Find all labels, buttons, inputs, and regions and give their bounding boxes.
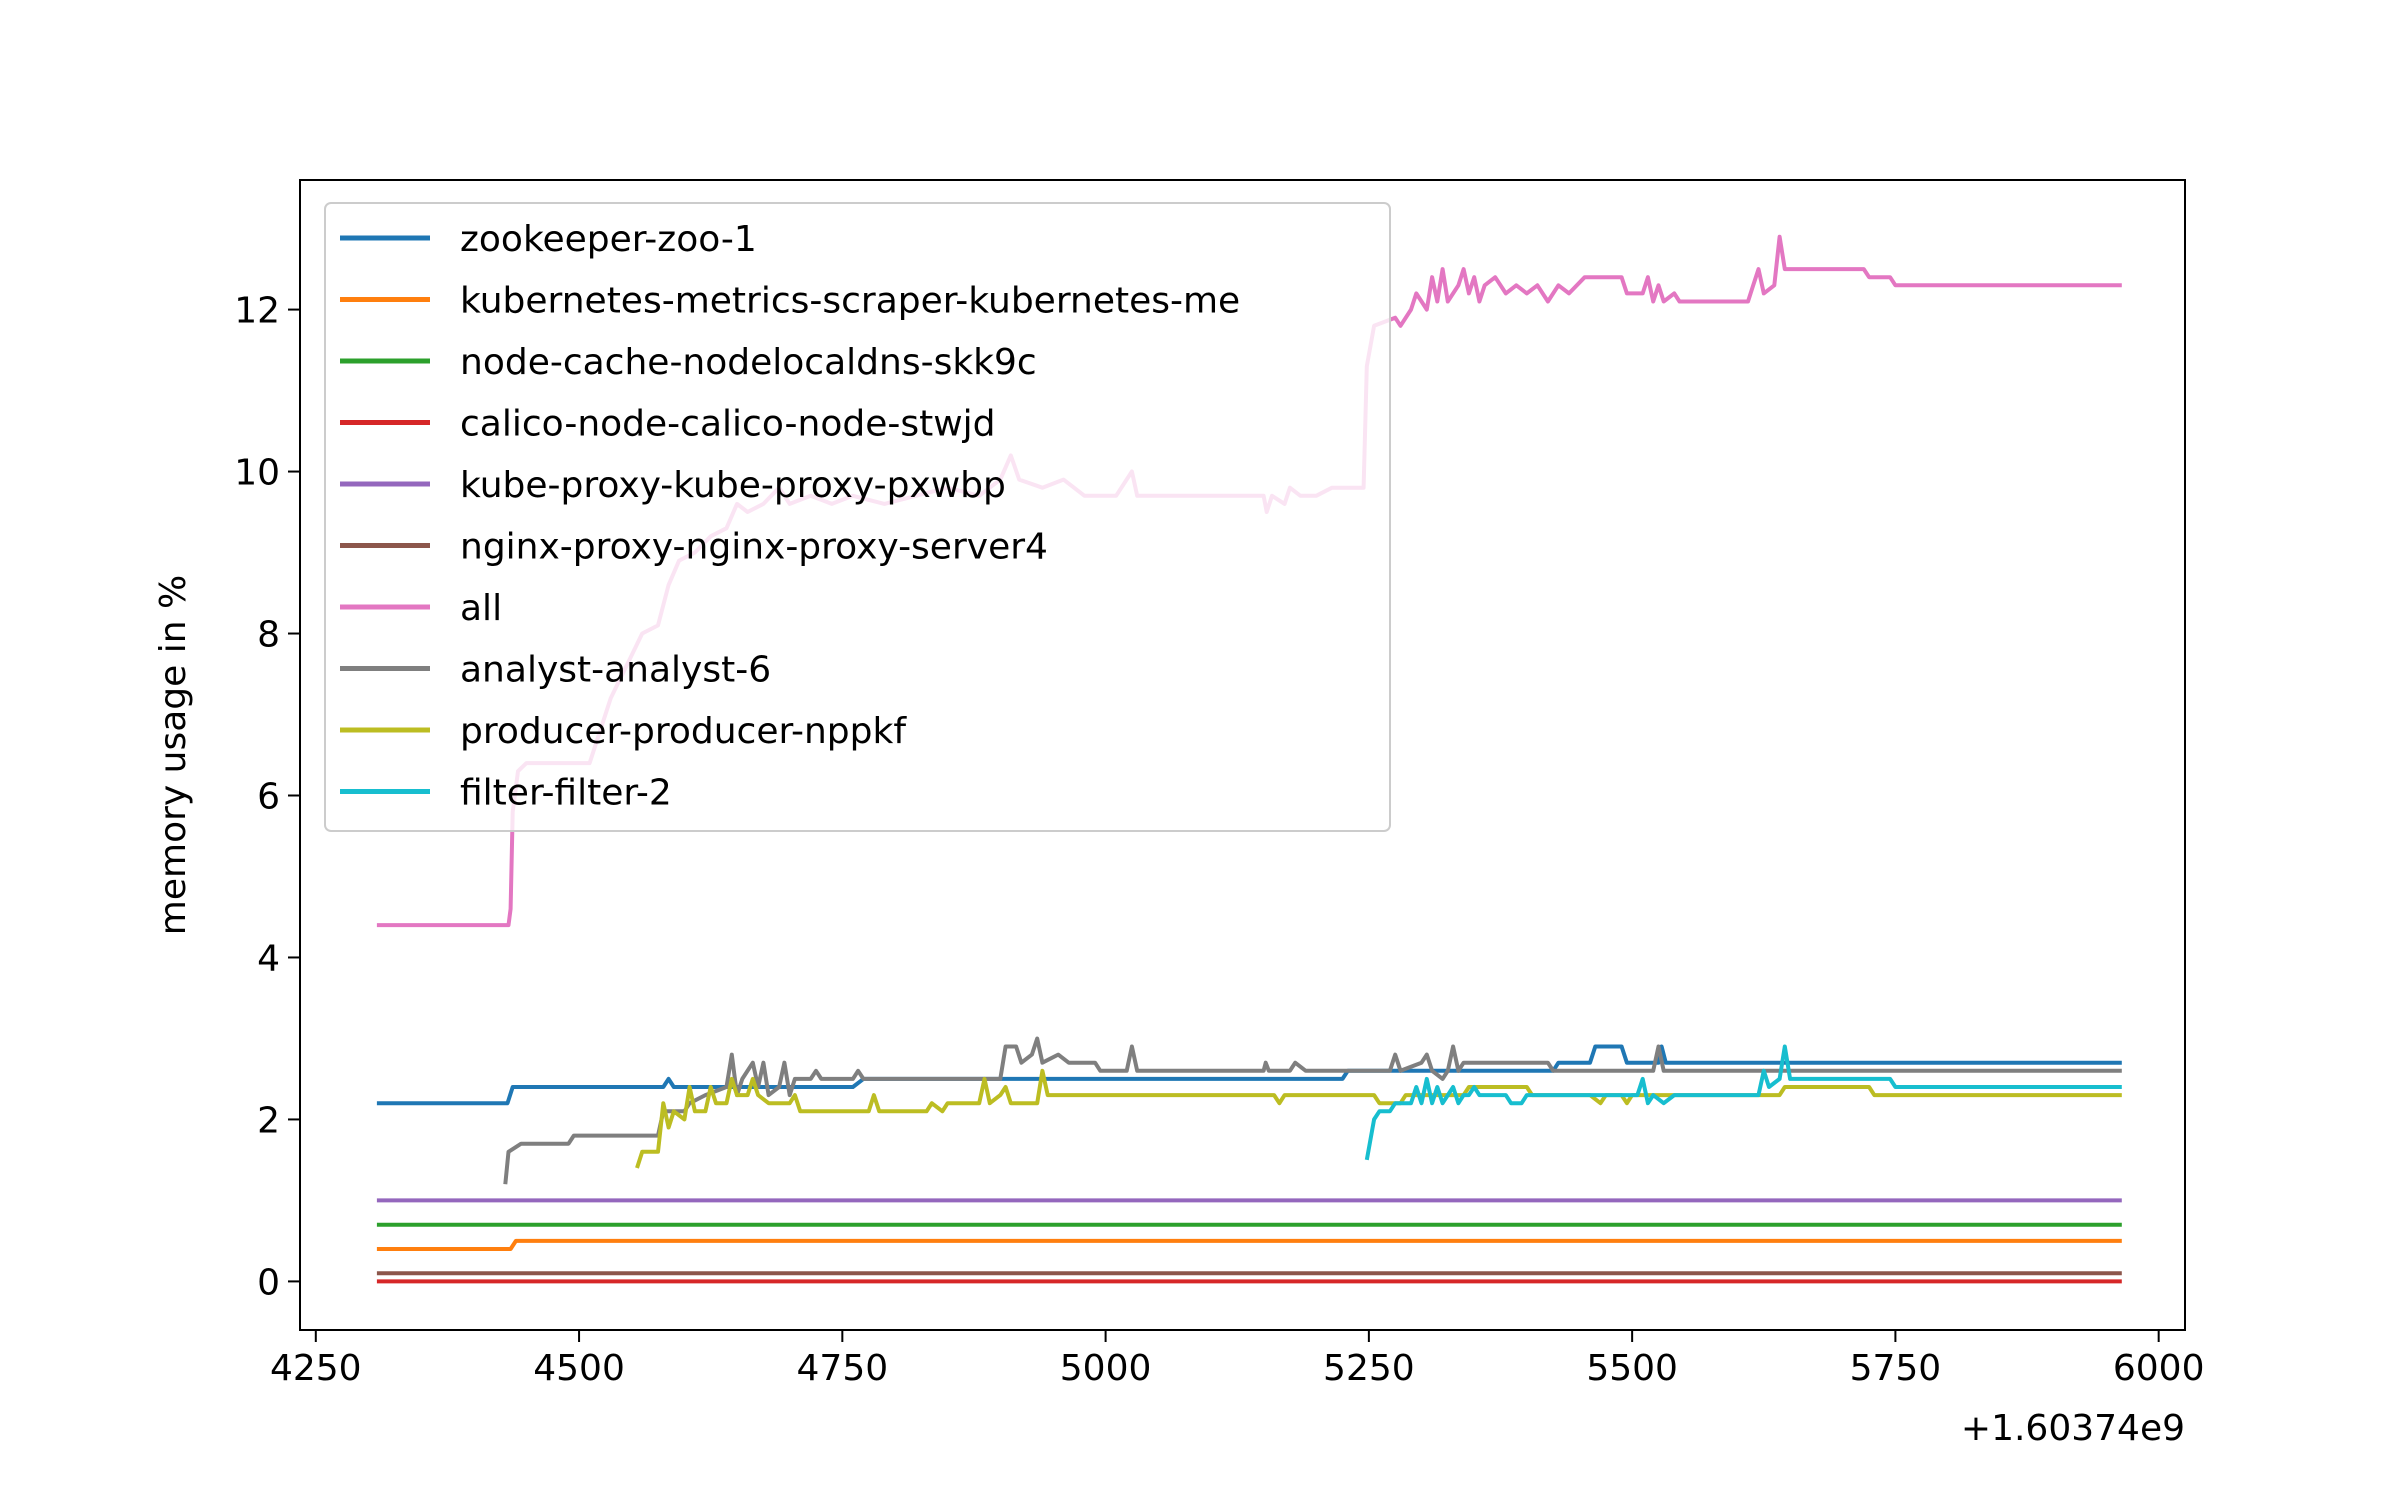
y-tick-label: 2	[257, 1100, 280, 1141]
x-tick-label: 5750	[1850, 1348, 1942, 1389]
x-tick-label: 5000	[1060, 1348, 1152, 1389]
x-tick-label: 4250	[270, 1348, 362, 1389]
legend-label: analyst-analyst-6	[460, 650, 771, 691]
legend-label: filter-filter-2	[460, 773, 672, 814]
y-tick-label: 0	[257, 1262, 280, 1303]
y-tick-label: 6	[257, 776, 280, 817]
series-line-1	[376, 1238, 2122, 1251]
x-tick-label: 6000	[2113, 1348, 2205, 1389]
legend-box	[324, 202, 1391, 832]
legend-items: zookeeper-zoo-1 kubernetes-metrics-scrape…	[340, 219, 1240, 814]
x-tick-label: 4500	[533, 1348, 625, 1389]
y-tick-label: 10	[234, 453, 280, 494]
x-axis: 4250 4500 4750 5000 5250 5500 5750 6000	[270, 1330, 2205, 1389]
legend-label: kubernetes-metrics-scraper-kubernetes-me	[460, 281, 1240, 322]
y-tick-label: 8	[257, 615, 280, 656]
legend-label: node-cache-nodelocaldns-skk9c	[460, 342, 1037, 383]
series-line-9	[1364, 1044, 2122, 1161]
legend-label: producer-producer-nppkf	[460, 711, 907, 752]
y-tick-label: 12	[234, 291, 280, 332]
series-line-7	[503, 1036, 2122, 1185]
legend: zookeeper-zoo-1 kubernetes-metrics-scrape…	[324, 202, 1391, 832]
plot-frame	[299, 179, 2186, 1331]
legend-label: nginx-proxy-nginx-proxy-server4	[460, 527, 1048, 568]
y-tick-label: 4	[257, 938, 280, 979]
x-tick-label: 5500	[1586, 1348, 1678, 1389]
y-axis: 0 2 4 6 8 10 12	[234, 291, 300, 1303]
x-tick-label: 4750	[797, 1348, 889, 1389]
x-tick-label: 5250	[1323, 1348, 1415, 1389]
x-offset-label: +1.60374e9	[1961, 1408, 2185, 1449]
legend-label: zookeeper-zoo-1	[460, 219, 757, 260]
legend-label: kube-proxy-kube-proxy-pxwbp	[460, 465, 1006, 506]
y-axis-label: memory usage in %	[153, 575, 194, 935]
legend-label: all	[460, 588, 502, 629]
legend-label: calico-node-calico-node-stwjd	[460, 404, 996, 445]
